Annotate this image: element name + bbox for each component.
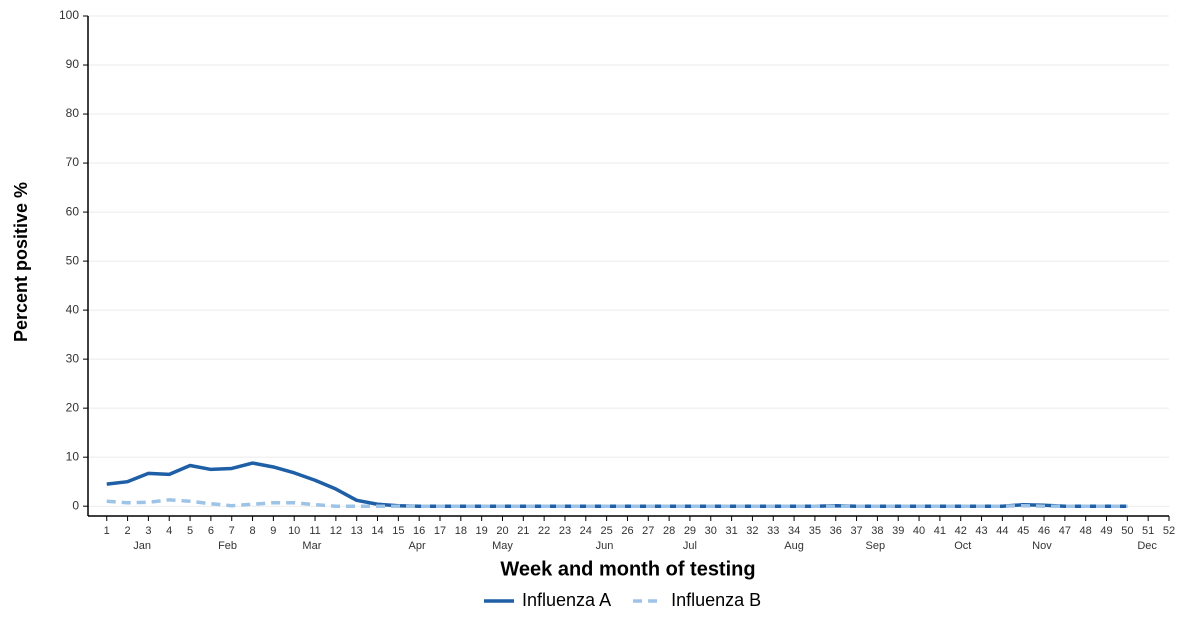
x-tick-label: 45	[1017, 525, 1029, 537]
x-tick-label: 22	[538, 525, 550, 537]
x-tick-label: 40	[913, 525, 925, 537]
series-line	[106, 498, 1128, 508]
x-tick-label: 26	[621, 525, 633, 537]
x-tick-label: 38	[871, 525, 883, 537]
y-tick-label: 80	[66, 106, 80, 120]
y-tick-label: 0	[72, 498, 79, 512]
x-tick-label: 25	[601, 525, 613, 537]
x-tick-label: 43	[975, 525, 987, 537]
x-tick-label: 32	[746, 525, 758, 537]
x-tick-label: 36	[830, 525, 842, 537]
x-tick-label: 5	[187, 525, 193, 537]
y-tick-label: 50	[66, 253, 80, 267]
legend-label: Influenza B	[671, 590, 761, 610]
y-tick-label: 10	[66, 449, 80, 463]
x-tick-label: 41	[934, 525, 946, 537]
y-tick-label: 100	[59, 8, 79, 22]
x-tick-label: 15	[392, 525, 404, 537]
x-tick-label: 4	[166, 525, 172, 537]
month-label: Oct	[954, 540, 971, 552]
x-tick-label: 14	[371, 525, 383, 537]
x-tick-label: 28	[663, 525, 675, 537]
x-tick-label: 35	[809, 525, 821, 537]
x-tick-label: 51	[1142, 525, 1154, 537]
x-tick-label: 30	[705, 525, 717, 537]
x-tick-label: 13	[351, 525, 363, 537]
y-tick-label: 90	[66, 57, 80, 71]
month-label: Sep	[866, 540, 886, 552]
x-tick-label: 29	[684, 525, 696, 537]
y-tick-label: 40	[66, 302, 80, 316]
y-tick-label: 20	[66, 400, 80, 414]
x-tick-label: 11	[309, 525, 320, 537]
x-tick-label: 27	[642, 525, 654, 537]
month-label: Apr	[409, 540, 426, 552]
x-tick-label: 1	[104, 525, 110, 537]
x-tick-label: 47	[1059, 525, 1071, 537]
x-tick-label: 2	[125, 525, 131, 537]
y-tick-label: 60	[66, 204, 80, 218]
x-tick-label: 3	[145, 525, 151, 537]
month-label: Feb	[218, 540, 237, 552]
month-label: Mar	[302, 540, 321, 552]
x-tick-label: 19	[476, 525, 488, 537]
x-tick-label: 12	[330, 525, 342, 537]
x-tick-label: 48	[1080, 525, 1092, 537]
month-label: Aug	[784, 540, 804, 552]
y-tick-label: 70	[66, 155, 80, 169]
y-tick-label: 30	[66, 351, 80, 365]
x-tick-label: 17	[434, 525, 446, 537]
x-tick-label: 33	[767, 525, 779, 537]
x-tick-label: 16	[413, 525, 425, 537]
legend-label: Influenza A	[522, 590, 611, 610]
month-label: Dec	[1137, 540, 1157, 552]
x-tick-label: 31	[725, 525, 737, 537]
month-label: Jan	[133, 540, 151, 552]
x-tick-label: 42	[955, 525, 967, 537]
y-axis-title: Percent positive %	[11, 182, 31, 342]
x-tick-label: 6	[208, 525, 214, 537]
x-tick-label: 7	[229, 525, 235, 537]
month-label: Nov	[1032, 540, 1052, 552]
month-label: Jun	[596, 540, 614, 552]
series-line	[106, 461, 1128, 508]
x-tick-label: 18	[455, 525, 467, 537]
x-tick-label: 46	[1038, 525, 1050, 537]
x-tick-label: 39	[892, 525, 904, 537]
x-tick-label: 23	[559, 525, 571, 537]
x-tick-label: 21	[517, 525, 529, 537]
x-tick-label: 24	[580, 525, 592, 537]
x-axis-title: Week and month of testing	[500, 558, 755, 580]
x-tick-label: 34	[788, 525, 800, 537]
x-tick-label: 8	[249, 525, 255, 537]
x-tick-label: 50	[1121, 525, 1133, 537]
x-tick-label: 37	[850, 525, 862, 537]
x-tick-label: 20	[496, 525, 508, 537]
x-tick-label: 52	[1163, 525, 1175, 537]
x-tick-label: 49	[1100, 525, 1112, 537]
x-tick-label: 9	[270, 525, 276, 537]
x-tick-label: 10	[288, 525, 300, 537]
month-label: May	[492, 540, 513, 552]
month-label: Jul	[683, 540, 697, 552]
x-tick-label: 44	[996, 525, 1008, 537]
